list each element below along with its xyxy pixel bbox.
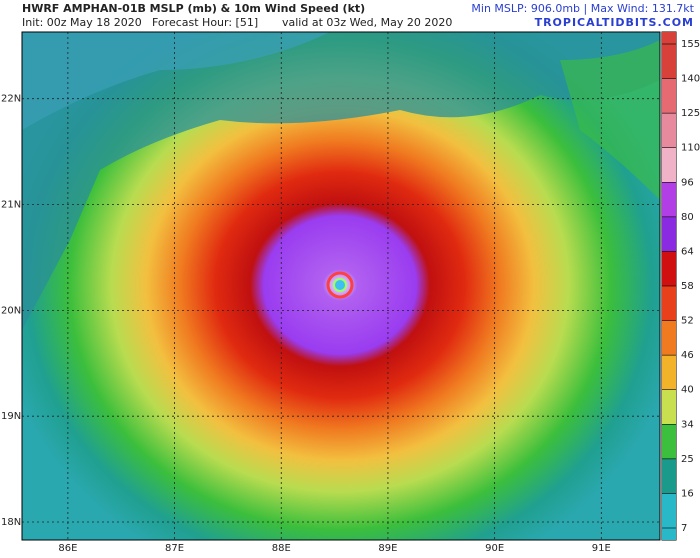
colorbar-segment [662,216,676,252]
colorbar-segment [662,147,676,183]
colorbar-segment [662,458,676,494]
lon-label: 86E [58,543,77,554]
colorbar-label: 96 [681,177,694,188]
colorbar-segment [662,182,676,217]
colorbar-label: 155 [681,39,700,50]
colorbar-segment [662,32,676,79]
lat-label: 18N [1,517,21,528]
colorbar-segment [662,493,676,540]
lat-label: 19N [1,411,21,422]
colorbar-label: 58 [681,281,694,292]
colorbar-label: 125 [681,108,700,119]
lat-label: 22N [1,94,21,105]
colorbar-label: 46 [681,350,694,361]
colorbar-segment [662,389,676,425]
colorbar-label: 110 [681,143,700,154]
lon-label: 90E [485,543,504,554]
colorbar-label: 34 [681,419,694,430]
grid [22,32,660,540]
colorbar-segment [662,251,676,286]
lon-label: 88E [272,543,291,554]
map-field [22,32,660,540]
storm-stats: Min MSLP: 906.0mb | Max Wind: 131.7kt [471,2,694,15]
title: HWRF AMPHAN-01B MSLP (mb) & 10m Wind Spe… [22,2,365,15]
lon-label: 87E [165,543,184,554]
init: Init: 00z May 18 2020 [22,16,142,29]
colorbar-segment [662,424,676,459]
colorbar-label: 40 [681,385,694,396]
colorbar-segment [662,286,676,321]
colorbar-label: 140 [681,74,700,85]
valid-time: valid at 03z Wed, May 20 2020 [282,16,452,29]
forecast-hour: Forecast Hour: [51] [152,16,258,29]
lat-label: 20N [1,305,21,316]
colorbar-label: 16 [681,488,694,499]
map-frame [21,31,661,541]
colorbar-segment [662,78,676,114]
colorbar-segment [662,113,676,148]
colorbar-label: 25 [681,454,694,465]
colorbar-label: 52 [681,316,694,327]
colorbar-label: 80 [681,212,694,223]
colorbar-segment [662,320,676,356]
lon-label: 89E [378,543,397,554]
lat-label: 21N [1,200,21,211]
site: TROPICALTIDBITS.COM [535,16,694,29]
colorbar-label: 7 [681,523,687,534]
lon-label: 91E [592,543,611,554]
colorbar-label: 64 [681,246,694,257]
colorbar-segment [662,355,676,390]
